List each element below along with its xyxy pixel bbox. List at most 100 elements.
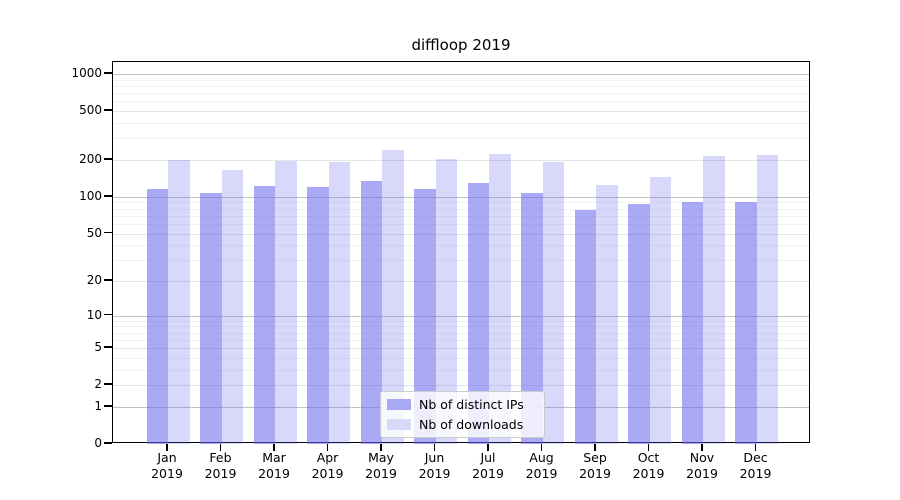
gridline-5 bbox=[113, 348, 809, 350]
gridline-minor-7 bbox=[113, 332, 809, 334]
x-tick-label-nov: Nov 2019 bbox=[686, 450, 718, 481]
plot-area bbox=[112, 61, 810, 444]
bar-downloads-feb bbox=[221, 169, 243, 444]
x-tick-label-jun: Jun 2019 bbox=[418, 450, 451, 481]
y-tick-10 bbox=[104, 313, 112, 316]
legend-swatch-distinct-ips-icon bbox=[387, 399, 411, 410]
x-tick-label-apr: Apr 2019 bbox=[311, 450, 344, 481]
bar-downloads-apr bbox=[328, 161, 350, 444]
bar-ips-sep bbox=[574, 210, 596, 444]
x-tick-label-mar: Mar 2019 bbox=[258, 450, 290, 481]
bar-ips-jul bbox=[467, 182, 489, 444]
x-tick-sep bbox=[594, 444, 596, 451]
y-tick-0 bbox=[104, 442, 112, 444]
gridline-500 bbox=[113, 111, 809, 113]
bar-downloads-aug bbox=[542, 162, 564, 444]
legend-item-distinct-ips: Nb of distinct IPs bbox=[387, 396, 538, 413]
x-tick-label-oct: Oct 2019 bbox=[632, 450, 665, 481]
bar-ips-oct bbox=[628, 203, 650, 444]
x-tick-feb bbox=[219, 444, 222, 451]
gridline-minor-400 bbox=[113, 123, 809, 124]
gridline-minor-600 bbox=[113, 101, 809, 103]
gridline-minor-90 bbox=[113, 202, 809, 204]
gridline-minor-900 bbox=[113, 79, 809, 81]
bar-downloads-jun bbox=[435, 158, 457, 444]
y-tick-label-500: 500 bbox=[79, 103, 102, 118]
x-tick-label-jan: Jan 2019 bbox=[151, 450, 183, 481]
y-tick-2 bbox=[104, 383, 112, 385]
gridline-minor-9 bbox=[113, 320, 809, 322]
gridline-200 bbox=[113, 160, 809, 161]
y-tick-20 bbox=[104, 279, 112, 281]
gridline-1000 bbox=[113, 74, 809, 75]
legend-swatch-downloads-icon bbox=[387, 419, 411, 430]
y-tick-label-2: 2 bbox=[94, 377, 102, 392]
x-tick-apr bbox=[326, 444, 329, 451]
x-tick-jan bbox=[166, 444, 168, 451]
legend: Nb of distinct IPs Nb of downloads bbox=[380, 391, 545, 438]
bar-ips-jun bbox=[414, 188, 436, 444]
bar-ips-nov bbox=[681, 202, 703, 444]
y-tick-1 bbox=[104, 405, 112, 407]
gridline-2 bbox=[113, 385, 809, 387]
bar-ips-apr bbox=[307, 187, 329, 444]
y-tick-label-5: 5 bbox=[94, 340, 102, 355]
x-tick-nov bbox=[701, 444, 703, 451]
bar-downloads-sep bbox=[596, 184, 618, 444]
gridline-100 bbox=[113, 196, 809, 198]
bar-ips-aug bbox=[521, 193, 543, 444]
gridline-minor-800 bbox=[113, 86, 809, 87]
y-tick-label-20: 20 bbox=[86, 273, 102, 287]
y-tick-1000 bbox=[104, 72, 112, 74]
bar-ips-jan bbox=[146, 189, 168, 444]
x-tick-jun bbox=[433, 444, 436, 451]
x-tick-label-dec: Dec 2019 bbox=[739, 450, 772, 481]
y-tick-label-50: 50 bbox=[86, 225, 102, 240]
x-tick-label-feb: Feb 2019 bbox=[204, 450, 237, 481]
bar-ips-mar bbox=[253, 186, 275, 444]
chart-title: diffloop 2019 bbox=[411, 36, 511, 54]
bar-downloads-nov bbox=[703, 155, 725, 444]
gridline-minor-80 bbox=[113, 208, 809, 210]
gridline-10 bbox=[113, 315, 809, 317]
y-tick-5 bbox=[104, 346, 112, 348]
bar-ips-feb bbox=[200, 192, 222, 444]
gridline-minor-8 bbox=[113, 326, 809, 328]
x-tick-oct bbox=[647, 444, 650, 451]
legend-item-downloads: Nb of downloads bbox=[387, 416, 538, 433]
bar-downloads-dec bbox=[756, 155, 778, 444]
y-tick-label-200: 200 bbox=[79, 152, 102, 166]
bar-downloads-jul bbox=[489, 153, 511, 444]
bar-downloads-oct bbox=[649, 177, 671, 444]
x-tick-label-aug: Aug 2019 bbox=[525, 450, 558, 481]
y-tick-label-100: 100 bbox=[79, 188, 102, 203]
gridline-minor-30 bbox=[113, 260, 809, 262]
x-tick-may bbox=[380, 444, 382, 451]
y-tick-200 bbox=[104, 158, 112, 160]
x-tick-label-may: May 2019 bbox=[365, 450, 397, 481]
y-tick-label-10: 10 bbox=[86, 307, 102, 322]
x-tick-dec bbox=[754, 444, 757, 451]
bar-downloads-jan bbox=[168, 160, 190, 444]
x-tick-aug bbox=[540, 444, 543, 451]
gridline-minor-700 bbox=[113, 93, 809, 95]
x-tick-label-jul: Jul 2019 bbox=[472, 450, 504, 481]
y-tick-label-0: 0 bbox=[94, 436, 102, 450]
gridline-minor-40 bbox=[113, 245, 809, 247]
legend-label-distinct-ips: Nb of distinct IPs bbox=[419, 397, 524, 412]
gridline-minor-70 bbox=[113, 215, 809, 217]
gridline-20 bbox=[113, 281, 809, 282]
gridline-minor-4 bbox=[113, 357, 809, 359]
bar-ips-dec bbox=[735, 201, 757, 444]
legend-label-downloads: Nb of downloads bbox=[419, 417, 524, 432]
y-tick-500 bbox=[104, 109, 112, 111]
gridline-minor-6 bbox=[113, 339, 809, 341]
gridline-50 bbox=[113, 233, 809, 235]
bar-downloads-may bbox=[382, 150, 404, 444]
bar-downloads-mar bbox=[275, 161, 297, 444]
x-tick-mar bbox=[273, 444, 275, 451]
y-tick-100 bbox=[104, 195, 112, 197]
bar-ips-may bbox=[360, 181, 382, 444]
gridline-minor-300 bbox=[113, 138, 809, 140]
